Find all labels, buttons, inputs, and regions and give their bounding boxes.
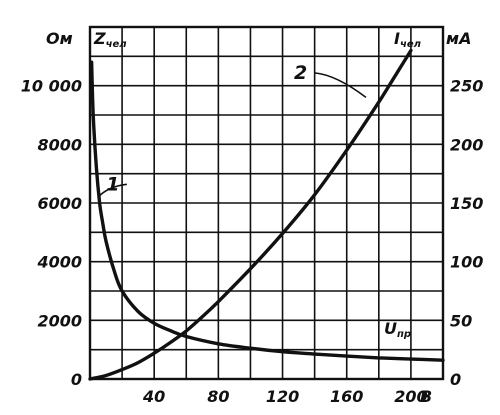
x-axis-title-main: U — [384, 319, 397, 338]
left-tick-label: 4000 — [36, 253, 82, 272]
plot-frame — [88, 25, 445, 381]
right-tick-label: 200 — [450, 135, 483, 154]
curve-2-leader — [314, 72, 367, 99]
right-axis-title: Iчел — [394, 29, 422, 50]
left-tick-label: 10 000 — [21, 77, 82, 96]
x-axis-unit: В — [420, 387, 432, 406]
left-tick-label: 8000 — [37, 135, 82, 154]
x-axis-title-sub: пр — [397, 329, 411, 340]
right-axis-unit: мА — [446, 29, 471, 48]
x-tick-label: 200 — [394, 387, 427, 406]
left-axis-title: Zчел — [93, 29, 127, 50]
series-2-line — [88, 48, 413, 381]
x-axis-title: Uпр — [384, 319, 411, 340]
left-tick-label: 2000 — [37, 311, 82, 330]
curve-1-label: 1 — [106, 173, 119, 195]
left-tick-label: 6000 — [37, 194, 82, 213]
labels: 0 2000 4000 6000 8000 10 000 0 50 100 150 200 250 40… — [21, 62, 484, 406]
x-tick-label: 120 — [266, 387, 299, 406]
right-tick-label: 250 — [450, 77, 483, 96]
left-axis-title-main: Z — [93, 29, 106, 48]
left-tick-label: 0 — [71, 370, 82, 389]
x-tick-label: 80 — [207, 387, 229, 406]
curves — [88, 48, 445, 381]
left-axis-title-sub: чел — [106, 39, 128, 50]
right-tick-label: 50 — [450, 311, 472, 330]
right-tick-label: 150 — [450, 194, 483, 213]
right-axis-title-main: I — [394, 29, 400, 48]
curve-2-label: 2 — [294, 62, 307, 84]
x-tick-label: 160 — [330, 387, 363, 406]
curve-1-leader — [97, 183, 127, 198]
x-tick-label: 40 — [142, 387, 165, 406]
right-axis-title-sub: чел — [400, 39, 422, 50]
right-tick-label: 0 — [450, 370, 461, 389]
series-1-line — [89, 60, 445, 362]
left-axis-unit: Ом — [46, 29, 73, 48]
right-tick-label: 100 — [450, 253, 483, 272]
